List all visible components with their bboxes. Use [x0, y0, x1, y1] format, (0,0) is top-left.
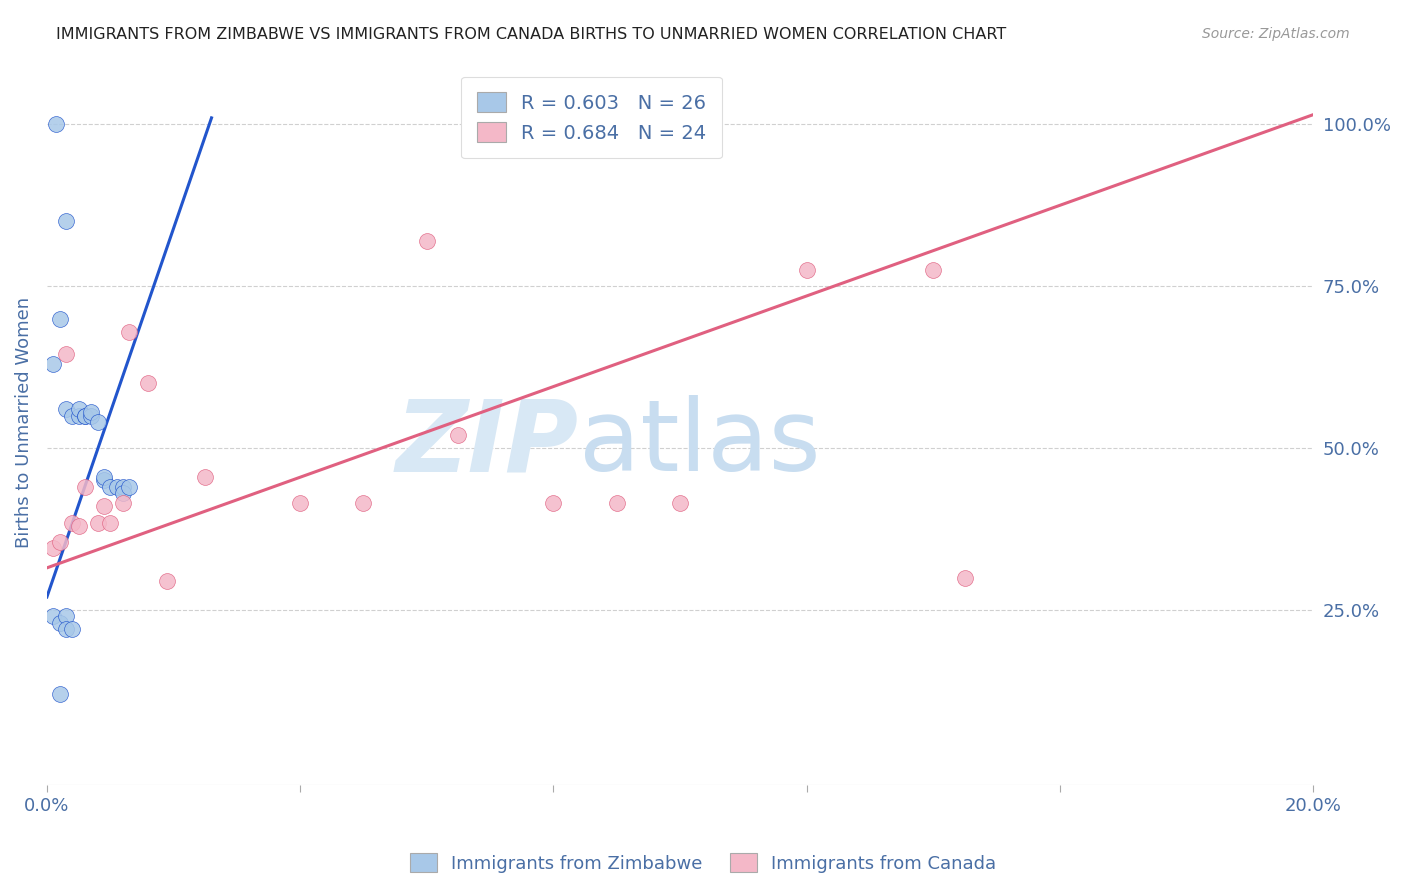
Text: atlas: atlas — [579, 395, 820, 492]
Legend: Immigrants from Zimbabwe, Immigrants from Canada: Immigrants from Zimbabwe, Immigrants fro… — [409, 854, 997, 872]
Point — [55, 623, 77, 637]
Point — [67, 402, 90, 417]
Point — [67, 409, 90, 423]
Point — [48, 615, 70, 630]
Point — [48, 687, 70, 701]
Point — [922, 263, 945, 277]
Point — [118, 325, 141, 339]
Point — [42, 357, 65, 371]
Point — [86, 415, 108, 429]
Point — [136, 376, 159, 391]
Point — [55, 402, 77, 417]
Point — [93, 500, 115, 514]
Point — [48, 535, 70, 549]
Text: IMMIGRANTS FROM ZIMBABWE VS IMMIGRANTS FROM CANADA BIRTHS TO UNMARRIED WOMEN COR: IMMIGRANTS FROM ZIMBABWE VS IMMIGRANTS F… — [56, 27, 1007, 42]
Text: Source: ZipAtlas.com: Source: ZipAtlas.com — [1202, 27, 1350, 41]
Y-axis label: Births to Unmarried Women: Births to Unmarried Women — [15, 297, 32, 548]
Point — [93, 470, 115, 484]
Point — [67, 518, 90, 533]
Point — [73, 480, 96, 494]
Point — [42, 541, 65, 556]
Point — [416, 234, 439, 248]
Point — [48, 311, 70, 326]
Point — [98, 516, 121, 530]
Point — [288, 496, 311, 510]
Point — [55, 609, 77, 624]
Point — [353, 496, 375, 510]
Point — [118, 480, 141, 494]
Point — [73, 409, 96, 423]
Point — [80, 409, 103, 423]
Legend: R = 0.603   N = 26, R = 0.684   N = 24: R = 0.603 N = 26, R = 0.684 N = 24 — [461, 77, 721, 159]
Point — [73, 409, 96, 423]
Point — [98, 480, 121, 494]
Point — [55, 214, 77, 228]
Point — [796, 263, 818, 277]
Point — [45, 117, 67, 131]
Point — [156, 574, 179, 588]
Text: ZIP: ZIP — [395, 395, 579, 492]
Point — [55, 347, 77, 361]
Point — [60, 516, 83, 530]
Point — [42, 609, 65, 624]
Point — [93, 474, 115, 488]
Point — [111, 480, 134, 494]
Point — [111, 486, 134, 500]
Point — [953, 570, 976, 584]
Point — [194, 470, 217, 484]
Point — [80, 405, 103, 419]
Point — [669, 496, 692, 510]
Point — [86, 516, 108, 530]
Point — [111, 496, 134, 510]
Point — [60, 409, 83, 423]
Point — [447, 428, 470, 442]
Point — [543, 496, 565, 510]
Point — [606, 496, 628, 510]
Point — [60, 623, 83, 637]
Point — [105, 480, 128, 494]
